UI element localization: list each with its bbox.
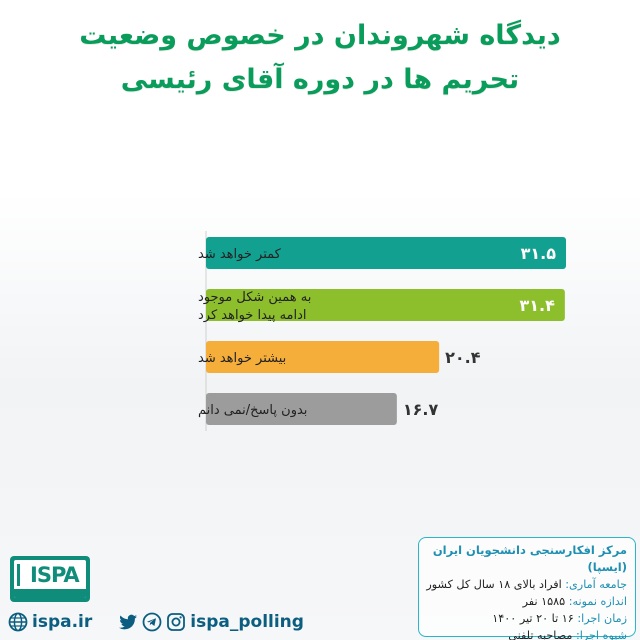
bar-4 bbox=[206, 393, 397, 425]
social-handle[interactable]: ispa_polling bbox=[190, 612, 304, 632]
info-key: اندازه نمونه: bbox=[568, 595, 627, 608]
instagram-icon[interactable] bbox=[166, 612, 186, 632]
info-key: شیوه اجرا: bbox=[575, 629, 627, 640]
title-line-1: دیدگاه شهروندان در خصوص وضعیت bbox=[79, 20, 561, 51]
footer-social: ispa.ir ispa_polling bbox=[8, 608, 408, 636]
category-label-2: به همین شکل موجود bbox=[198, 290, 311, 305]
category-label-1: کمتر خواهد شد bbox=[198, 247, 282, 262]
info-key: زمان اجرا: bbox=[577, 612, 627, 625]
bar-2 bbox=[206, 289, 565, 321]
info-key: جامعه آماری: bbox=[565, 578, 627, 591]
info-row: اندازه نمونه: ۱۵۸۵ نفر bbox=[425, 593, 627, 610]
bar-1 bbox=[206, 237, 566, 269]
value-label-1: ۳۱.۵ bbox=[521, 244, 557, 263]
org-name: مرکز افکارسنجی دانشجویان ایران (ایسپا) bbox=[432, 543, 627, 574]
twitter-icon[interactable] bbox=[118, 612, 138, 632]
category-label-3: بیشتر خواهد شد bbox=[198, 351, 286, 366]
value-label-2: ۳۱.۴ bbox=[519, 296, 555, 315]
info-row: شیوه اجرا: مصاحبه تلفنی bbox=[425, 627, 627, 640]
value-label-4: ۱۶.۷ bbox=[403, 400, 439, 419]
info-value: افراد بالای ۱۸ سال کل کشور bbox=[426, 578, 562, 591]
info-value: ۱۵۸۵ نفر bbox=[522, 595, 566, 608]
chart-title: دیدگاه شهروندان در خصوص وضعیت تحریم ها د… bbox=[0, 14, 640, 102]
checkmark-icon bbox=[17, 564, 29, 586]
telegram-icon[interactable] bbox=[142, 612, 162, 632]
title-line-2: تحریم ها در دوره آقای رئیسی bbox=[120, 64, 520, 95]
info-value: مصاحبه تلفنی bbox=[508, 629, 573, 640]
info-row: زمان اجرا: ۱۶ تا ۲۰ تیر ۱۴۰۰ bbox=[425, 610, 627, 627]
value-label-3: ۲۰.۴ bbox=[445, 348, 481, 367]
ispa-logo: ISPA bbox=[10, 556, 90, 602]
category-label-4: بدون پاسخ/نمی دانم bbox=[198, 403, 307, 418]
info-row: جامعه آماری: افراد بالای ۱۸ سال کل کشور bbox=[425, 576, 627, 593]
website-link[interactable]: ispa.ir bbox=[32, 612, 93, 632]
globe-icon bbox=[8, 612, 28, 632]
bar-3 bbox=[206, 341, 440, 373]
survey-info-box: مرکز افکارسنجی دانشجویان ایران (ایسپا) ج… bbox=[418, 537, 636, 640]
category-label-2: ادامه پیدا خواهد کرد bbox=[198, 308, 307, 323]
logo-text: ISPA bbox=[30, 563, 80, 587]
info-value: ۱۶ تا ۲۰ تیر ۱۴۰۰ bbox=[492, 612, 574, 625]
